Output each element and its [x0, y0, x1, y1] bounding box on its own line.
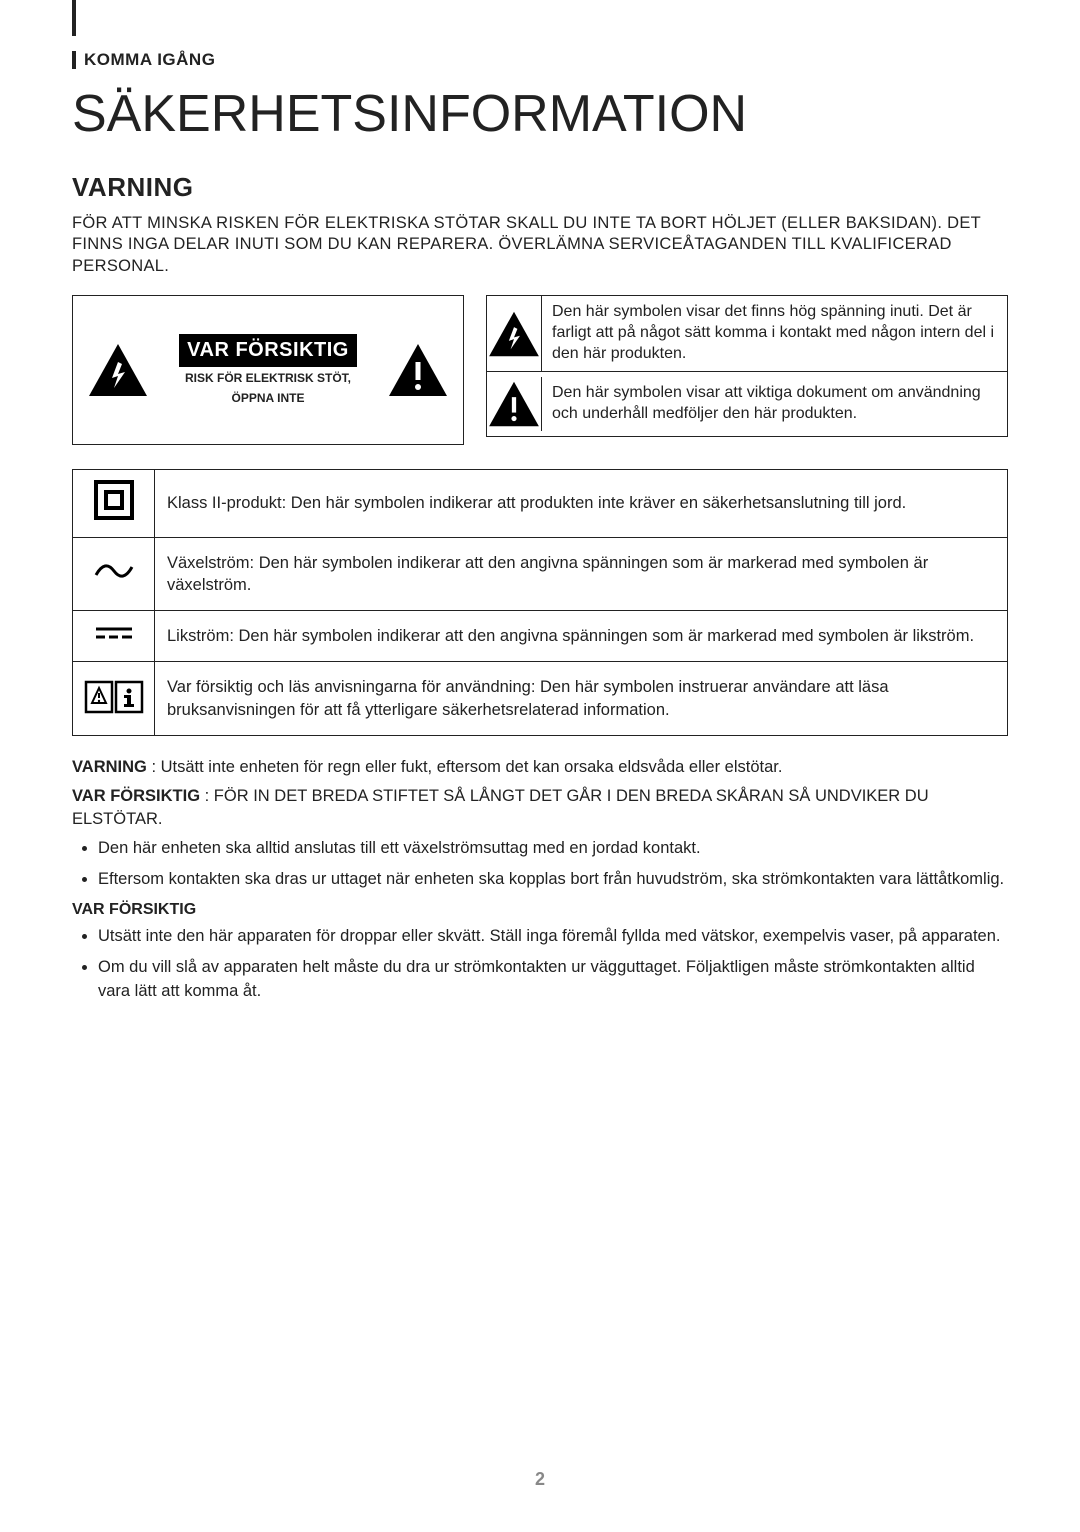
- body-bullets-2: Utsätt inte den här apparaten för droppa…: [72, 925, 1008, 1002]
- section-header: KOMMA IGÅNG: [72, 50, 1008, 70]
- exclaim-triangle-icon: [387, 342, 449, 398]
- body-warn-line: VARNING : Utsätt inte enheten för regn e…: [72, 756, 1008, 779]
- caution-box-title: VAR FÖRSIKTIG: [179, 334, 357, 367]
- caution-sub-text-1: RISK FÖR ELEKTRISK STÖT,: [149, 371, 387, 387]
- body-warn-label: VARNING: [72, 758, 147, 776]
- symbol-table-text-1: Klass II-produkt: Den här symbolen indik…: [155, 470, 1008, 537]
- symbol-table-text-2: Växelström: Den här symbolen indikerar a…: [155, 537, 1008, 611]
- symbol-explain-row-2: Den här symbolen visar att viktiga dokum…: [486, 371, 1008, 437]
- body-bullets-1: Den här enheten ska alltid anslutas till…: [72, 837, 1008, 891]
- warning-heading: VARNING: [72, 172, 1008, 203]
- page-number: 2: [0, 1469, 1080, 1490]
- table-row: Likström: Den här symbolen indikerar att…: [73, 611, 1008, 662]
- class2-icon: [94, 480, 134, 520]
- sub-heading: VAR FÖRSIKTIG: [72, 901, 1008, 919]
- list-item: Eftersom kontakten ska dras ur uttaget n…: [98, 868, 1008, 891]
- symbol-explain-text-1: Den här symbolen visar det finns hög spä…: [541, 296, 1007, 370]
- body-caution-line: VAR FÖRSIKTIG : FÖR IN DET BREDA STIFTET…: [72, 785, 1008, 831]
- table-row: Växelström: Den här symbolen indikerar a…: [73, 537, 1008, 611]
- exclaim-triangle-icon-small: [487, 380, 541, 428]
- list-item: Utsätt inte den här apparaten för droppa…: [98, 925, 1008, 948]
- body-caution-label: VAR FÖRSIKTIG: [72, 787, 200, 805]
- table-row: Var försiktig och läs anvisningarna för …: [73, 662, 1008, 736]
- dc-icon: [92, 625, 136, 641]
- bolt-triangle-icon-small: [487, 310, 541, 358]
- symbol-table-text-3: Likström: Den här symbolen indikerar att…: [155, 611, 1008, 662]
- ac-icon: [92, 561, 136, 581]
- top-mark-bar: [72, 0, 76, 36]
- body-warn-text: : Utsätt inte enheten för regn eller fuk…: [147, 758, 783, 776]
- symbol-table-text-4: Var försiktig och läs anvisningarna för …: [155, 662, 1008, 736]
- manual-icon: [84, 676, 144, 716]
- caution-left-box: VAR FÖRSIKTIG RISK FÖR ELEKTRISK STÖT, Ö…: [72, 295, 464, 445]
- table-row: Klass II-produkt: Den här symbolen indik…: [73, 470, 1008, 537]
- caution-right-box: Den här symbolen visar det finns hög spä…: [486, 295, 1008, 445]
- section-bar: [72, 51, 76, 69]
- symbol-explain-row-1: Den här symbolen visar det finns hög spä…: [486, 295, 1008, 370]
- list-item: Om du vill slå av apparaten helt måste d…: [98, 956, 1008, 1002]
- caution-sub-text-2: ÖPPNA INTE: [149, 391, 387, 407]
- list-item: Den här enheten ska alltid anslutas till…: [98, 837, 1008, 860]
- section-label: KOMMA IGÅNG: [84, 50, 215, 70]
- symbol-explain-text-2: Den här symbolen visar att viktiga dokum…: [541, 377, 1007, 431]
- page-title: SÄKERHETSINFORMATION: [72, 84, 1008, 144]
- warning-paragraph: FÖR ATT MINSKA RISKEN FÖR ELEKTRISKA STÖ…: [72, 213, 1008, 277]
- caution-region: VAR FÖRSIKTIG RISK FÖR ELEKTRISK STÖT, Ö…: [72, 295, 1008, 445]
- bolt-triangle-icon: [87, 342, 149, 398]
- body-caution-text: : FÖR IN DET BREDA STIFTET SÅ LÅNGT DET …: [72, 787, 929, 828]
- symbol-table: Klass II-produkt: Den här symbolen indik…: [72, 469, 1008, 736]
